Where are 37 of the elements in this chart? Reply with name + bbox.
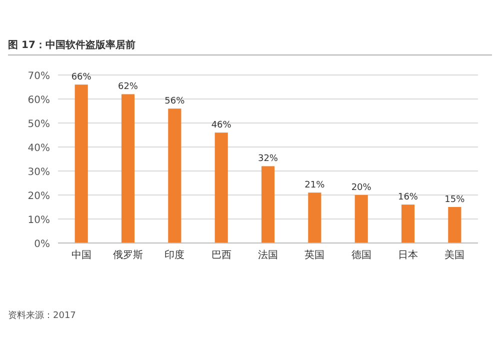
y-tick-label: 30% xyxy=(28,167,50,178)
data-label: 56% xyxy=(164,96,186,107)
data-label: 21% xyxy=(304,180,326,191)
x-tick-label: 中国 xyxy=(71,249,92,261)
bar xyxy=(168,108,182,243)
bar xyxy=(214,132,228,243)
x-tick-label: 美国 xyxy=(444,249,465,261)
data-label: 66% xyxy=(71,72,92,83)
data-label: 32% xyxy=(258,154,278,164)
y-tick-label: 70% xyxy=(28,71,50,82)
data-label: 46% xyxy=(211,120,232,131)
bar xyxy=(261,166,275,243)
chart-title: 图 17：中国软件盗版率居前 xyxy=(8,39,136,51)
text: 资料来源：2017 xyxy=(8,310,76,321)
x-tick-label: 德国 xyxy=(351,250,372,261)
bar xyxy=(448,207,462,243)
data-label: 15% xyxy=(444,195,466,205)
y-tick-label: 0% xyxy=(34,239,50,250)
y-tick-label: 40% xyxy=(28,143,50,154)
y-tick-label: 60% xyxy=(28,95,50,106)
x-tick-label: 俄罗斯 xyxy=(113,249,143,261)
x-tick-label: 英国 xyxy=(304,249,325,261)
bar xyxy=(354,195,368,243)
y-tick-label: 50% xyxy=(28,119,50,130)
bar xyxy=(401,204,415,243)
bar xyxy=(74,84,88,243)
y-tick-label: 10% xyxy=(28,215,50,226)
x-tick-label: 日本 xyxy=(398,249,418,261)
x-tick-label: 印度 xyxy=(164,249,185,261)
data-label: 16% xyxy=(398,192,418,203)
x-tick-label: 法国 xyxy=(258,249,278,261)
y-tick-label: 20% xyxy=(28,191,50,202)
bar xyxy=(121,94,135,243)
x-tick-label: 巴西 xyxy=(211,250,232,261)
data-label: 20% xyxy=(351,183,372,193)
bar xyxy=(308,192,322,243)
data-label: 62% xyxy=(118,82,138,92)
